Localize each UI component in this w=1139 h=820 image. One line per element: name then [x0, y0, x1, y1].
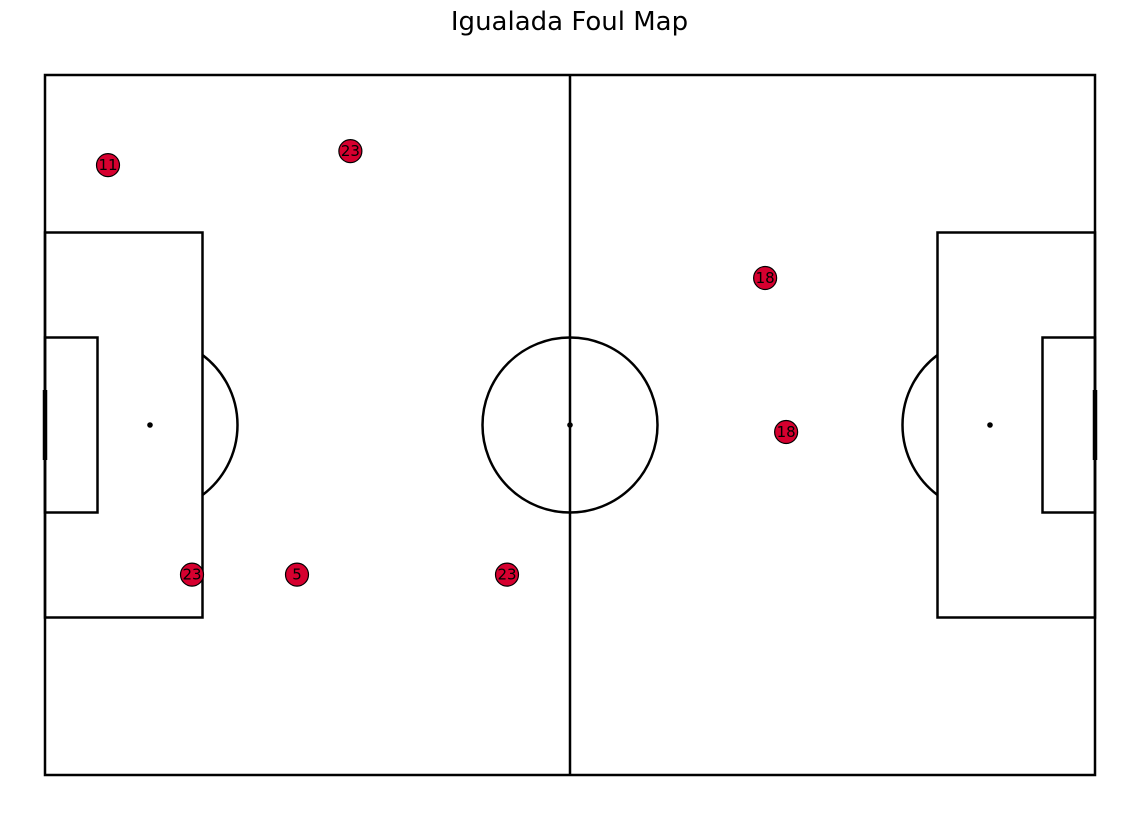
foul-markers: 11 23 23 5 23 18 18	[95, 139, 799, 587]
foul-player-number: 18	[777, 423, 796, 441]
foul-player-number: 18	[756, 269, 775, 287]
foul-marker	[179, 562, 205, 587]
center-spot	[567, 422, 573, 428]
right-penalty-area	[936, 231, 1097, 619]
foul-point: 23	[494, 562, 520, 587]
center-circle	[481, 336, 659, 514]
foul-player-number: 23	[497, 566, 516, 584]
foul-player-number: 11	[98, 156, 117, 174]
foul-point: 5	[284, 562, 310, 587]
foul-marker	[494, 562, 520, 587]
chart-title: Igualada Foul Map	[450, 7, 689, 37]
foul-point: 11	[95, 153, 121, 178]
left-penalty-area	[43, 231, 204, 619]
foul-player-number: 23	[182, 566, 201, 584]
foul-marker	[753, 265, 778, 291]
foul-marker	[338, 139, 363, 164]
foul-point: 23	[179, 562, 205, 587]
foul-player-number: 5	[292, 566, 302, 584]
foul-marker	[95, 153, 121, 178]
foul-point: 18	[753, 265, 778, 291]
left-penalty-arc	[201, 354, 239, 496]
foul-marker	[284, 562, 310, 587]
right-penalty-spot	[987, 422, 993, 428]
foul-marker	[774, 419, 799, 445]
right-penalty-arc	[901, 354, 939, 496]
foul-point: 18	[774, 419, 799, 445]
right-six-yard-box	[1041, 336, 1097, 514]
pitch-markings	[42, 73, 1098, 777]
foul-point: 23	[338, 139, 363, 164]
foul-player-number: 23	[341, 142, 360, 160]
left-penalty-spot	[147, 422, 153, 428]
left-six-yard-box	[43, 336, 99, 514]
